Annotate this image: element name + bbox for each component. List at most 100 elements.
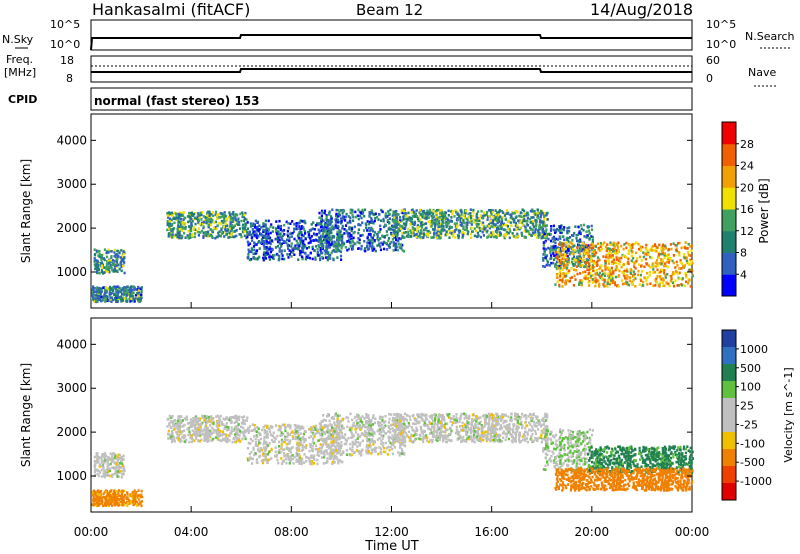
power-cell	[526, 211, 529, 215]
power-cell	[659, 252, 662, 256]
power-cell	[377, 239, 380, 242]
power-cell	[336, 232, 339, 236]
power-cell	[514, 224, 517, 228]
power-cell	[295, 224, 298, 228]
power-cell	[639, 273, 642, 277]
power-cell	[496, 225, 499, 228]
power-cell	[393, 228, 396, 231]
power-cell	[227, 215, 230, 219]
power-cell	[278, 247, 281, 250]
velocity-cell	[113, 498, 116, 501]
power-cell	[405, 221, 408, 224]
power-cell	[438, 236, 441, 240]
power-cell	[167, 235, 170, 238]
velocity-cell	[94, 494, 97, 497]
power-colorbar-segment	[722, 187, 736, 210]
power-cell	[356, 214, 359, 218]
power-cell	[115, 300, 118, 303]
power-cell	[503, 236, 506, 240]
power-cell	[608, 282, 611, 286]
power-cell	[645, 279, 648, 283]
velocity-cell	[212, 416, 215, 420]
power-cell	[269, 250, 272, 254]
velocity-cell	[126, 496, 129, 499]
power-cell	[615, 258, 619, 261]
power-cell	[430, 236, 433, 239]
power-cell	[276, 244, 279, 248]
power-cell	[129, 288, 132, 292]
velocity-cell	[133, 494, 136, 498]
power-cell	[182, 211, 185, 214]
velocity-cell	[180, 432, 183, 435]
power-cell	[565, 266, 569, 270]
power-cell	[507, 219, 510, 223]
power-cell	[623, 274, 626, 278]
power-cell	[429, 211, 432, 214]
power-cell	[362, 210, 365, 214]
velocity-cell	[192, 432, 195, 436]
power-cell	[329, 230, 332, 233]
power-cell	[340, 209, 343, 212]
power-cell	[599, 265, 602, 269]
velocity-cell	[314, 432, 317, 436]
velocity-cell	[251, 457, 254, 461]
power-cell	[448, 225, 452, 229]
power-cell	[129, 290, 132, 293]
power-cell	[394, 209, 398, 213]
power-cell	[559, 235, 562, 238]
power-cell	[402, 215, 405, 219]
power-cell	[100, 270, 103, 274]
power-cell	[214, 213, 217, 217]
power-cell	[307, 241, 310, 245]
power-cell	[265, 232, 268, 236]
power-cell	[554, 264, 557, 267]
power-cell	[264, 223, 267, 226]
power-cell	[637, 269, 640, 273]
velocity-cell	[103, 475, 106, 479]
power-cell	[376, 215, 379, 219]
power-cell	[265, 240, 269, 243]
power-cell	[96, 297, 99, 300]
power-cell	[524, 236, 527, 239]
power-cell	[584, 277, 587, 280]
power-cell	[216, 224, 219, 227]
power-cell	[100, 254, 103, 258]
power-cell	[337, 240, 340, 243]
power-cell	[276, 253, 279, 257]
power-cell	[480, 209, 483, 213]
power-cell	[438, 213, 442, 216]
power-colorbar-segment	[722, 274, 736, 297]
power-cell	[559, 229, 562, 232]
power-cell	[113, 285, 116, 288]
power-cell	[323, 238, 327, 242]
power-cell	[364, 247, 367, 250]
power-cell	[576, 239, 579, 243]
power-cell	[407, 235, 410, 238]
power-cell	[565, 263, 568, 266]
power-cell	[546, 232, 550, 236]
power-cell	[369, 239, 372, 242]
velocity-cell	[191, 421, 194, 425]
power-cell	[248, 233, 251, 236]
power-cell	[498, 209, 501, 212]
power-cell	[265, 227, 268, 230]
velocity-cell	[223, 438, 226, 442]
power-cell	[579, 279, 582, 282]
power-cell	[228, 231, 231, 235]
power-cell	[354, 242, 357, 246]
power-cell	[408, 218, 411, 222]
power-cell	[440, 213, 443, 216]
beam-title: Beam 12	[356, 1, 423, 19]
power-cell	[197, 227, 200, 230]
power-cell	[275, 229, 278, 233]
power-cell	[201, 223, 204, 226]
power-cell	[120, 259, 123, 262]
velocity-cell	[104, 473, 107, 476]
power-cell	[669, 243, 672, 246]
power-cell	[612, 258, 615, 262]
power-cell	[465, 228, 468, 232]
power-cell	[493, 225, 496, 229]
power-cell	[250, 248, 253, 251]
velocity-cell	[112, 495, 115, 499]
velocity-cell	[138, 502, 141, 506]
